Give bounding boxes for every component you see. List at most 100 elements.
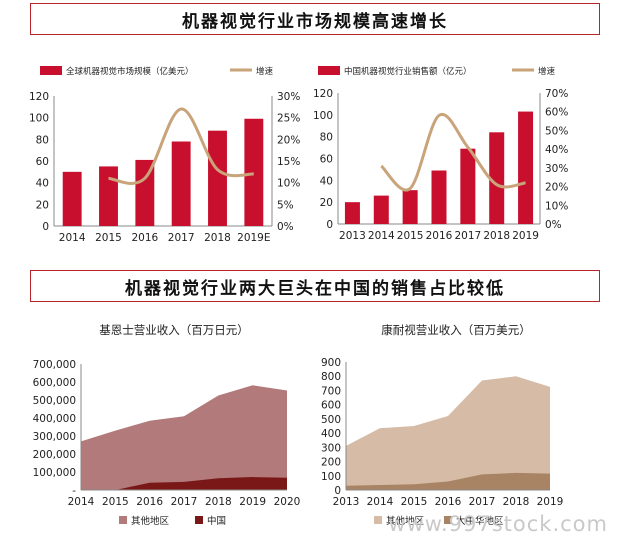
legend-swatch-bar [318, 66, 340, 75]
y2-tick-label: 20% [277, 134, 300, 146]
x-tick-label: 2018 [503, 496, 530, 508]
area-其他地区 [81, 385, 287, 490]
legend-label-line: 增速 [538, 66, 556, 77]
y-tick-label: 40 [320, 175, 333, 187]
y2-tick-label: 0% [545, 219, 562, 231]
bar-2013 [344, 202, 360, 224]
y2-tick-label: 60% [545, 107, 568, 119]
bar-2016 [135, 159, 155, 226]
section-title-market-size: 机器视觉行业市场规模高速增长 [30, 3, 600, 35]
bar-2019E [244, 118, 264, 226]
x-tick-label: 2019 [239, 496, 266, 508]
y-tick-label: 700 [321, 385, 341, 397]
x-tick-label: 2014 [68, 496, 95, 508]
y-tick-label: 500 [321, 414, 341, 426]
legend-label-bar: 全球机器视觉市场规模（亿美元） [66, 66, 194, 77]
y-tick-label: 400,000 [33, 413, 76, 425]
legend-label-2: 大中华地区 [456, 515, 504, 527]
y-tick-label: 300,000 [33, 431, 76, 443]
area-大中华地区 [346, 472, 550, 490]
y2-tick-label: 15% [277, 156, 300, 168]
x-tick-label: 2014 [59, 232, 86, 244]
x-tick-label: 2015 [401, 496, 428, 508]
y-tick-label: - [72, 485, 76, 497]
y-tick-label: 80 [36, 134, 49, 146]
x-tick-label: 2018 [483, 230, 510, 242]
bar-2018 [489, 132, 505, 224]
y-tick-label: 100,000 [33, 467, 76, 479]
y-tick-label: 300 [321, 442, 341, 454]
x-tick-label: 2020 [274, 496, 301, 508]
bar-2014 [62, 171, 82, 226]
y-tick-label: 20 [36, 199, 49, 211]
chart-keyence-revenue: 基恩士营业收入（百万日元） - 100,000 200,000 300,000 400,0… [33, 323, 301, 527]
y-tick-label: 40 [36, 178, 49, 190]
y-tick-label: 700,000 [33, 359, 76, 371]
chart-title: 康耐视营业收入（百万美元） [381, 323, 531, 337]
x-tick-label: 2015 [95, 232, 122, 244]
x-tick-label: 2017 [454, 230, 481, 242]
x-tick-label: 2016 [435, 496, 462, 508]
legend-swatch-bar [40, 66, 62, 75]
bar-2016 [431, 170, 447, 224]
y2-tick-label: 30% [545, 163, 568, 175]
legend-swatch-1 [119, 516, 127, 524]
legend-label-2: 中国 [207, 515, 226, 527]
y2-tick-label: 40% [545, 144, 568, 156]
watermark: www.997stock.com [388, 512, 608, 536]
x-tick-label: 2016 [131, 232, 158, 244]
y-tick-label: 400 [321, 428, 341, 440]
y-tick-label: 0 [334, 485, 341, 497]
bar-2019 [518, 111, 534, 224]
legend-label-1: 其他地区 [386, 515, 425, 527]
y2-tick-label: 20% [545, 182, 568, 194]
bar-2015 [402, 190, 418, 224]
x-tick-label: 2016 [426, 230, 453, 242]
bar-2015 [99, 166, 118, 226]
x-tick-label: 2014 [367, 496, 394, 508]
x-tick-label: 2019 [512, 230, 539, 242]
legend-label-1: 其他地区 [131, 515, 170, 527]
y2-tick-label: 5% [277, 199, 294, 211]
chart-title: 基恩士营业收入（百万日元） [99, 323, 249, 337]
y-tick-label: 900 [321, 357, 341, 369]
y-tick-label: 100 [29, 113, 49, 125]
area-中国 [81, 477, 287, 490]
y2-tick-label: 10% [545, 200, 568, 212]
x-tick-label: 2019 [537, 496, 564, 508]
bar-2017 [171, 141, 191, 226]
y2-tick-label: 10% [277, 178, 300, 190]
x-tick-label: 2017 [168, 232, 195, 244]
y-tick-label: 800 [321, 371, 341, 383]
y-tick-label: 0 [42, 221, 49, 233]
chart-global-market-size: 全球机器视觉市场规模（亿美元） 增速 0 20 40 60 80 100 120 0% 5% 10% 1… [29, 66, 300, 244]
chart-china-sales: 中国机器视觉行业销售额（亿元） 增速 0 20 40 60 80 100 120 0% 10% 20%… [313, 66, 568, 242]
y2-tick-label: 70% [545, 88, 568, 100]
bar-2014 [373, 195, 389, 224]
x-tick-label: 2013 [339, 230, 366, 242]
x-tick-label: 2015 [397, 230, 424, 242]
bar-2018 [208, 130, 227, 226]
y2-tick-label: 30% [277, 91, 300, 103]
y-tick-label: 600 [321, 400, 341, 412]
y-tick-label: 20 [320, 197, 333, 209]
y-tick-label: 80 [320, 132, 333, 144]
y-tick-label: 600,000 [33, 377, 76, 389]
area-其他地区 [346, 376, 550, 490]
y-tick-label: 100 [321, 471, 341, 483]
x-tick-label: 2017 [171, 496, 198, 508]
y-tick-label: 60 [320, 154, 333, 166]
x-tick-label: 2019E [237, 232, 270, 244]
legend-swatch-2 [195, 516, 203, 524]
x-tick-label: 2016 [136, 496, 163, 508]
x-tick-label: 2014 [368, 230, 395, 242]
chart-cognex-revenue: 康耐视营业收入（百万美元） 0 100 200 300 400 500 600 700 800 90… [321, 323, 564, 527]
x-tick-label: 2015 [102, 496, 129, 508]
x-tick-label: 2013 [333, 496, 360, 508]
y-tick-label: 500,000 [33, 395, 76, 407]
legend-swatch-1 [374, 516, 382, 524]
section-title-china-share: 机器视觉行业两大巨头在中国的销售占比较低 [30, 270, 600, 302]
y-tick-label: 120 [29, 91, 49, 103]
growth-line [108, 107, 255, 185]
bar-2017 [460, 148, 476, 224]
